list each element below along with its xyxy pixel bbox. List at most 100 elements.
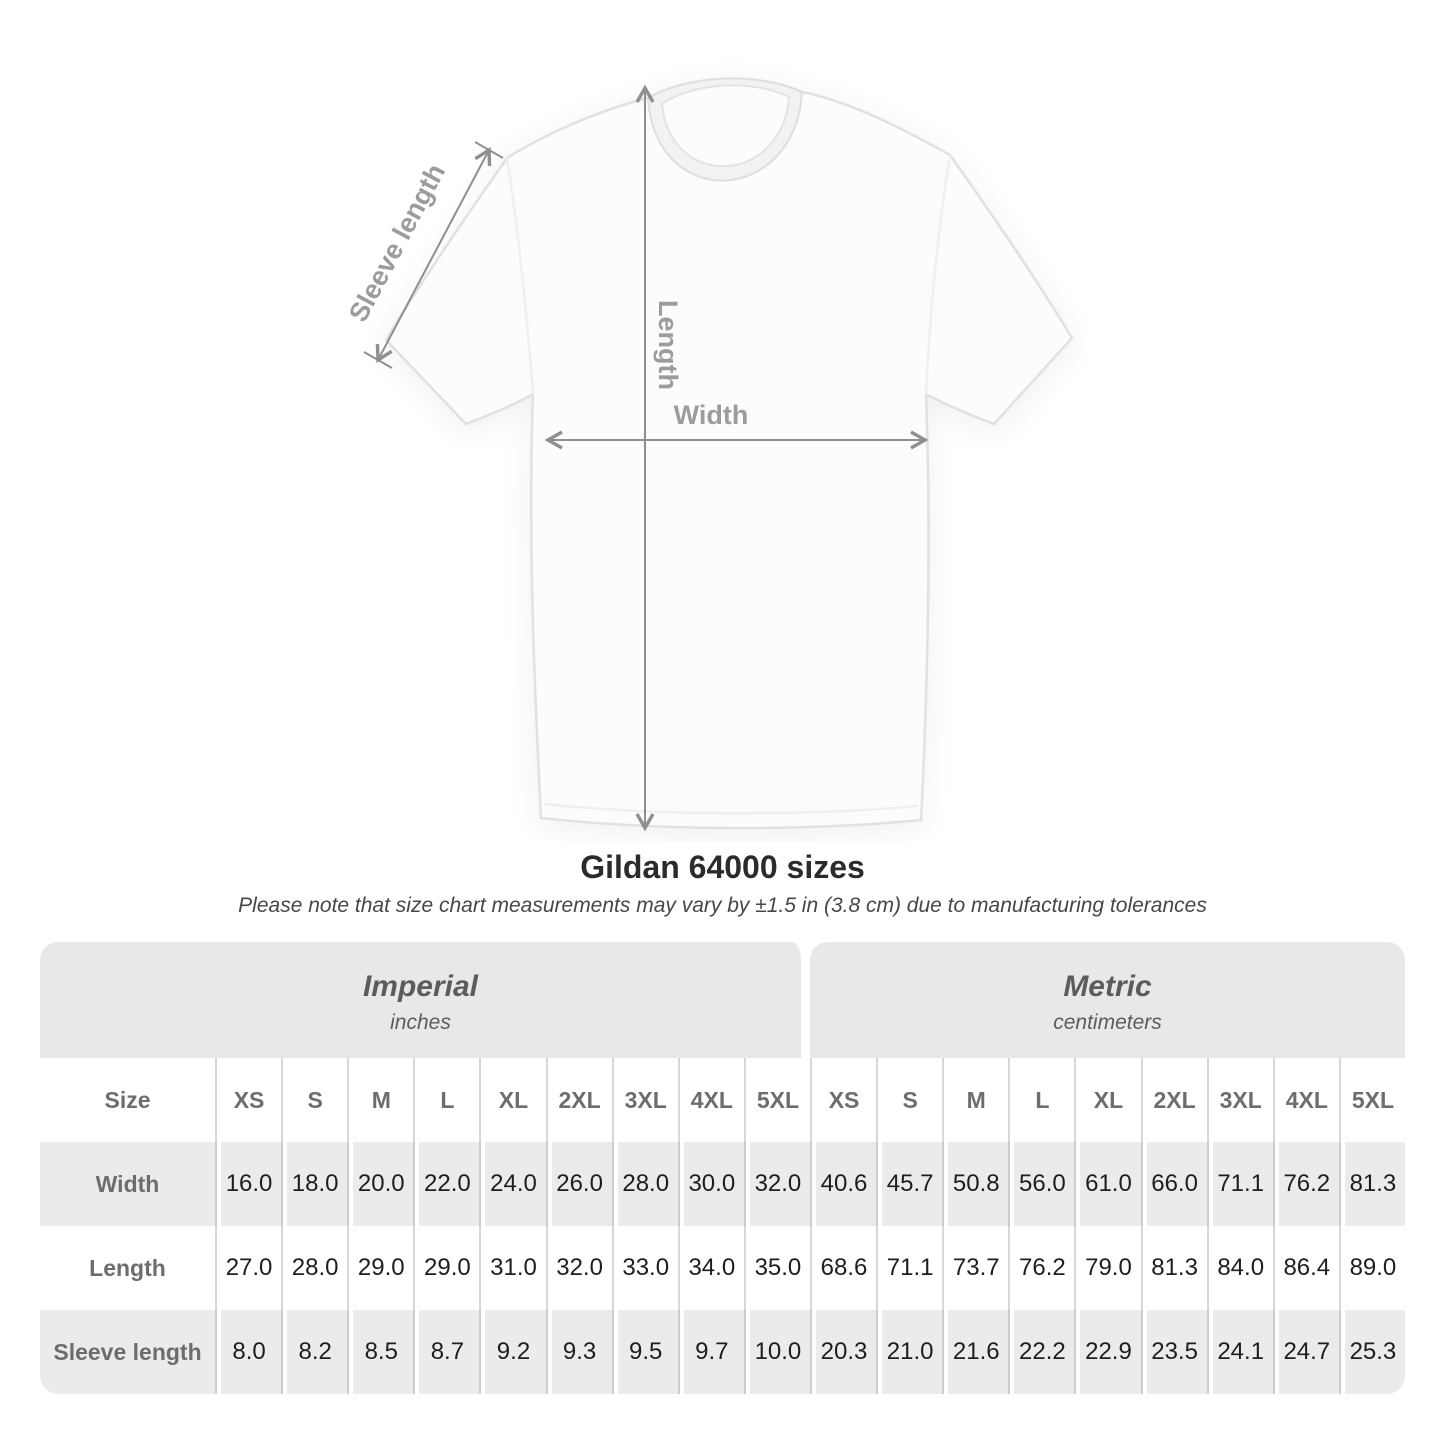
value-cell: 26.0 <box>545 1142 612 1226</box>
value-cell: 71.1 <box>876 1226 943 1310</box>
value-cell: 35.0 <box>743 1226 810 1310</box>
value-cell: 86.4 <box>1272 1226 1339 1310</box>
value-cell: 29.0 <box>413 1226 480 1310</box>
size-col-header: 3XL <box>611 1058 678 1142</box>
value-cell: 23.5 <box>1140 1310 1207 1394</box>
value-cell: 28.0 <box>281 1226 348 1310</box>
value-cell: 40.6 <box>809 1142 877 1226</box>
value-cell: 9.3 <box>545 1310 612 1394</box>
value-cell: 10.0 <box>743 1310 810 1394</box>
size-col-header: 2XL <box>545 1058 612 1142</box>
tshirt-outline <box>384 77 1074 830</box>
size-col-header: 4XL <box>677 1058 744 1142</box>
imperial-band: Imperial inches <box>40 942 810 1058</box>
size-col-header: 2XL <box>1140 1058 1207 1142</box>
value-cell: 45.7 <box>876 1142 943 1226</box>
size-col-header: L <box>413 1058 480 1142</box>
value-cell: 33.0 <box>611 1226 678 1310</box>
size-col-header: M <box>942 1058 1009 1142</box>
value-cell: 9.7 <box>677 1310 744 1394</box>
collar-inner <box>660 84 791 168</box>
tshirt-diagram: Sleeve length Length Width <box>343 77 1074 832</box>
value-cell: 56.0 <box>1008 1142 1075 1226</box>
value-cell: 61.0 <box>1074 1142 1141 1226</box>
value-cell: 8.0 <box>215 1310 282 1394</box>
value-cell: 22.9 <box>1074 1310 1141 1394</box>
metric-band: Metric centimeters <box>809 942 1405 1058</box>
value-cell: 81.3 <box>1338 1142 1405 1226</box>
value-cell: 32.0 <box>545 1226 612 1310</box>
value-cell: 8.2 <box>281 1310 348 1394</box>
value-cell: 84.0 <box>1206 1226 1273 1310</box>
value-cell: 89.0 <box>1338 1226 1405 1310</box>
value-cell: 20.0 <box>347 1142 414 1226</box>
sleeve-tick-top <box>474 141 504 159</box>
size-col-header: 3XL <box>1206 1058 1273 1142</box>
value-cell: 21.0 <box>876 1310 943 1394</box>
size-col-header: XS <box>809 1058 877 1142</box>
length-label: Length <box>653 300 683 390</box>
tolerance-note: Please note that size chart measurements… <box>238 894 1207 917</box>
row-label: Length <box>40 1226 215 1310</box>
value-cell: 50.8 <box>942 1142 1009 1226</box>
size-col-header: XL <box>479 1058 546 1142</box>
value-cell: 31.0 <box>479 1226 546 1310</box>
value-cell: 8.5 <box>347 1310 414 1394</box>
imperial-label: Imperial <box>362 970 479 1003</box>
sleeve-length-row: Sleeve length 8.0 8.2 8.5 8.7 9.2 9.3 9.… <box>40 1310 1405 1394</box>
value-cell: 68.6 <box>809 1226 877 1310</box>
value-cell: 21.6 <box>942 1310 1009 1394</box>
value-cell: 28.0 <box>611 1142 678 1226</box>
value-cell: 22.0 <box>413 1142 480 1226</box>
size-col-header: 5XL <box>743 1058 810 1142</box>
value-cell: 34.0 <box>677 1226 744 1310</box>
sleeve-length-arrow <box>375 146 492 364</box>
size-col-header: L <box>1008 1058 1075 1142</box>
value-cell: 24.0 <box>479 1142 546 1226</box>
row-label: Width <box>40 1142 215 1226</box>
value-cell: 8.7 <box>413 1310 480 1394</box>
value-cell: 18.0 <box>281 1142 348 1226</box>
value-cell: 66.0 <box>1140 1142 1207 1226</box>
row-label: Sleeve length <box>40 1310 215 1394</box>
tshirt-diagram-svg: Sleeve length Length Width <box>343 77 1074 832</box>
value-cell: 9.5 <box>611 1310 678 1394</box>
tshirt-graphic <box>384 77 1074 830</box>
size-col-header: XL <box>1074 1058 1141 1142</box>
size-col-header: XS <box>215 1058 282 1142</box>
value-cell: 9.2 <box>479 1310 546 1394</box>
width-row: Width 16.0 18.0 20.0 22.0 24.0 26.0 28.0… <box>40 1142 1405 1226</box>
size-col-header: 5XL <box>1338 1058 1405 1142</box>
value-cell: 32.0 <box>743 1142 810 1226</box>
value-cell: 30.0 <box>677 1142 744 1226</box>
size-col-header: S <box>876 1058 943 1142</box>
value-cell: 24.7 <box>1272 1310 1339 1394</box>
hem-stitch <box>543 802 919 815</box>
size-corner-label: Size <box>40 1058 215 1142</box>
size-header-row: Size XS S M L XL 2XL 3XL 4XL 5XL XS S M … <box>40 1058 1405 1142</box>
page-title: Gildan 64000 sizes <box>580 849 865 885</box>
value-cell: 71.1 <box>1206 1142 1273 1226</box>
value-cell: 76.2 <box>1008 1226 1075 1310</box>
size-table: Imperial inches Metric centimeters Size … <box>40 942 1405 1394</box>
value-cell: 76.2 <box>1272 1142 1339 1226</box>
sleeve-seam-left <box>505 157 535 395</box>
metric-unit: centimeters <box>1053 1011 1162 1034</box>
size-col-header: 4XL <box>1272 1058 1339 1142</box>
imperial-unit: inches <box>390 1011 451 1034</box>
value-cell: 22.2 <box>1008 1310 1075 1394</box>
value-cell: 29.0 <box>347 1226 414 1310</box>
value-cell: 25.3 <box>1338 1310 1405 1394</box>
value-cell: 24.1 <box>1206 1310 1273 1394</box>
size-col-header: S <box>281 1058 348 1142</box>
unit-header-row: Imperial inches Metric centimeters <box>40 942 1405 1058</box>
sleeve-seam-right <box>924 154 952 395</box>
metric-label: Metric <box>1063 970 1152 1003</box>
value-cell: 16.0 <box>215 1142 282 1226</box>
size-col-header: M <box>347 1058 414 1142</box>
value-cell: 27.0 <box>215 1226 282 1310</box>
value-cell: 79.0 <box>1074 1226 1141 1310</box>
width-label: Width <box>674 400 749 430</box>
sleeve-tick-bottom <box>363 351 393 369</box>
